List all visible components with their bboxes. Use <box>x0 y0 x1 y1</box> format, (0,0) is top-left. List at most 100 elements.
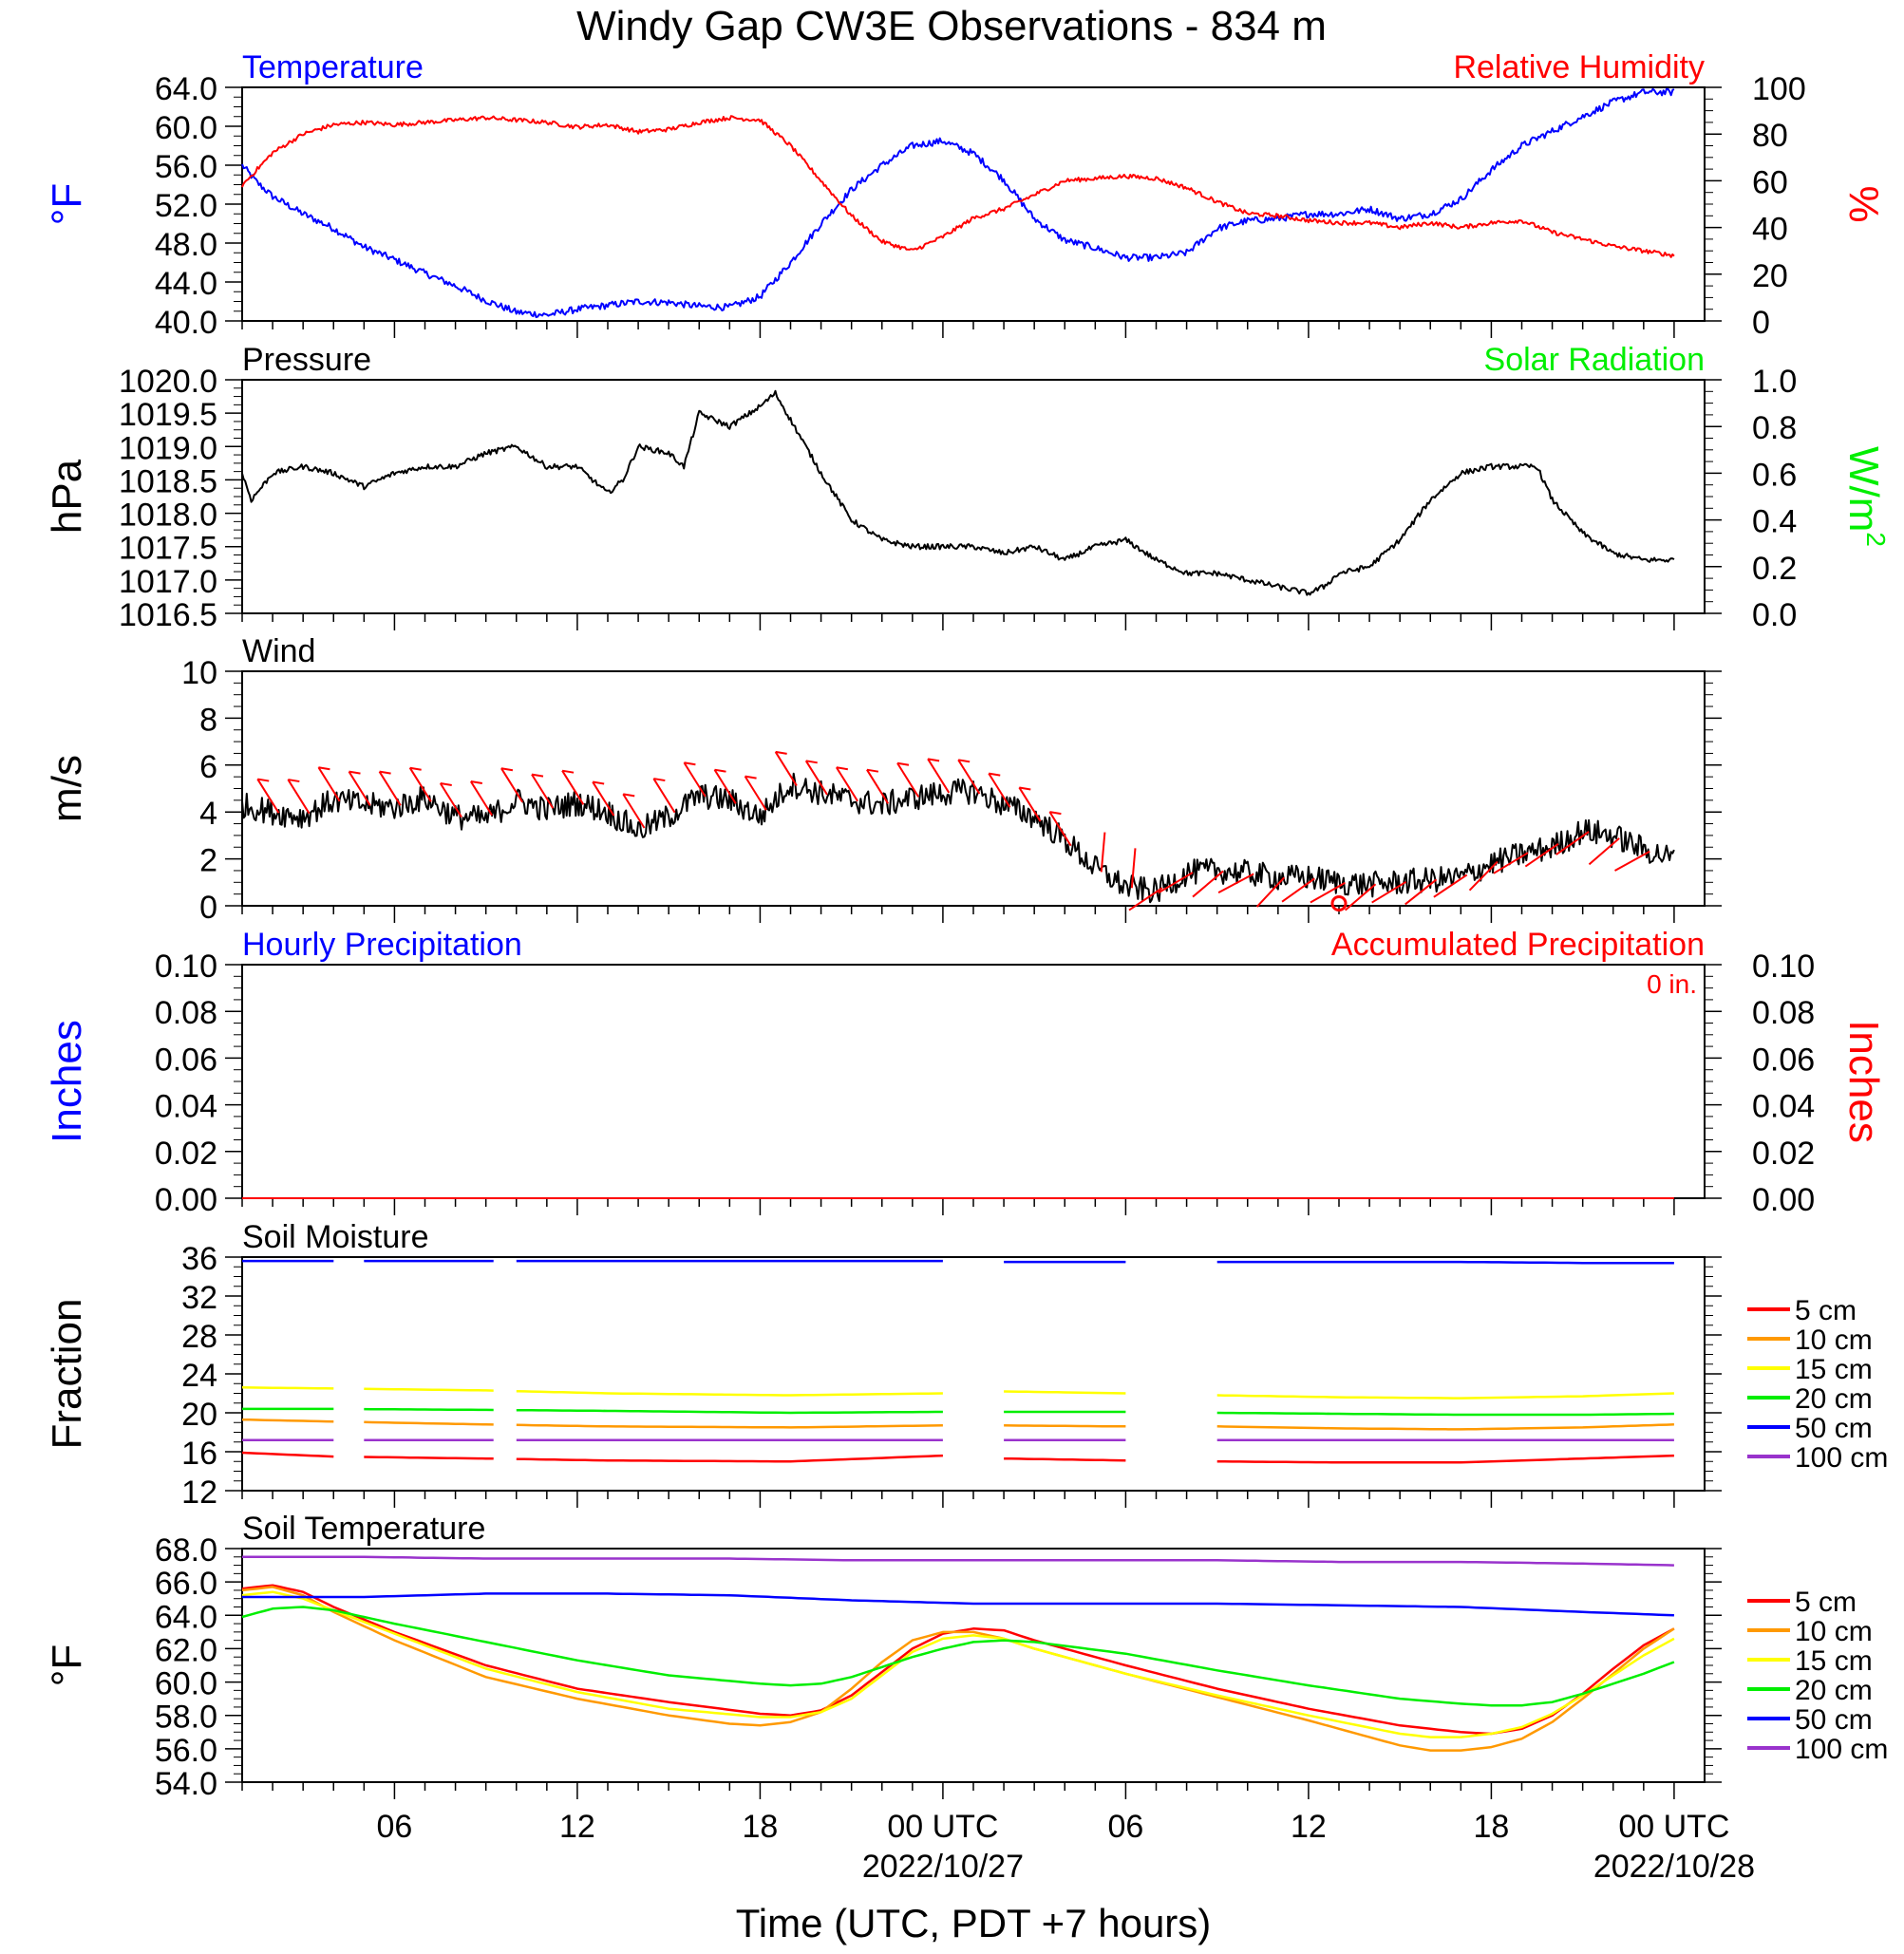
y-axis-label-left: °F <box>44 183 90 225</box>
y-axis-label-right-text: W/m <box>1840 446 1887 532</box>
legend-label: 5 cm <box>1795 1295 1857 1326</box>
wind-barb <box>1018 786 1042 822</box>
wind-barb-flag <box>957 759 971 763</box>
panel-title-right: Solar Radiation <box>1484 342 1705 378</box>
y-tick-label-left: 56.0 <box>155 149 217 185</box>
series-line-temperature <box>241 87 1675 319</box>
wind-barb-flag <box>288 779 300 783</box>
series-line-pressure <box>241 389 1675 596</box>
y-tick-label-right: 40 <box>1752 212 1788 248</box>
y-tick-label-left: 1018.0 <box>119 498 217 534</box>
y-tick-label-left: 1019.5 <box>119 397 217 433</box>
y-tick-label-left: 0.10 <box>155 949 217 985</box>
wind-barb <box>957 759 981 795</box>
y-tick-label-right: 0.0 <box>1752 597 1797 633</box>
panel-4: 0.00 0.02 0.04 0.06 0.08 0.10 0.00 0.02 0.04 0.06… <box>44 927 1887 1218</box>
wind-barb <box>561 770 585 805</box>
y-axis-label-left: Fraction <box>44 1299 90 1450</box>
wind-barb-flag <box>714 768 726 773</box>
wind-barb <box>378 771 402 806</box>
x-tick-label: 18 <box>1474 1809 1510 1845</box>
series-line-5-cm <box>241 1451 1674 1464</box>
y-tick-label-right: 20 <box>1752 258 1788 294</box>
wind-barb <box>927 758 951 794</box>
wind-barb-flag <box>836 766 848 771</box>
wind-barb <box>835 766 858 802</box>
wind-barb-flag <box>684 761 696 766</box>
wind-barb-flag <box>866 768 879 773</box>
y-axis-label-right-superscript: 2 <box>1861 532 1891 547</box>
y-tick-label-left: 48.0 <box>155 227 217 263</box>
y-axis-label-right-text: % <box>1840 185 1887 222</box>
wind-barb <box>713 769 737 804</box>
y-axis-label-right: % <box>1840 185 1887 222</box>
y-tick-label-right: 0.10 <box>1752 949 1815 985</box>
y-axis-label-right: W/m2 <box>1840 446 1891 547</box>
x-tick-label: 12 <box>559 1809 595 1845</box>
series-line-10-cm <box>241 1418 1674 1431</box>
y-tick-label-left: 64.0 <box>155 71 217 107</box>
wind-barb <box>1555 831 1590 855</box>
wind-barb <box>1130 848 1137 889</box>
legend-label: 50 cm <box>1795 1704 1873 1736</box>
wind-barb-flag <box>349 770 361 775</box>
wind-barb <box>531 774 555 809</box>
y-axis-label-right: Inches <box>1840 1020 1887 1143</box>
legend-label: 20 cm <box>1795 1383 1873 1415</box>
panel-title-right: Relative Humidity <box>1453 49 1705 85</box>
y-tick-label-left: 20 <box>181 1397 217 1433</box>
x-tick-date-label: 2022/10/27 <box>862 1849 1024 1885</box>
wind-barb-flag <box>409 766 422 771</box>
y-tick-label-left: 0.00 <box>155 1182 217 1218</box>
y-tick-label-left: 2 <box>199 843 217 879</box>
wind-barb-flag <box>592 780 605 785</box>
y-tick-label-left: 8 <box>199 702 217 738</box>
wind-barb-flag <box>561 769 575 774</box>
wind-barb <box>896 762 920 798</box>
legend-label: 15 cm <box>1795 1645 1873 1677</box>
panel-title-left: Temperature <box>242 49 424 85</box>
y-tick-label-right: 0.04 <box>1752 1089 1815 1125</box>
x-tick-date-label: 2022/10/28 <box>1593 1849 1755 1885</box>
panel-3: 0 2 4 6 8 10 Wind m/s <box>44 633 1722 926</box>
wind-barb <box>1371 880 1407 904</box>
y-tick-label-right: 1.0 <box>1752 364 1797 400</box>
x-axis-label: Time (UTC, PDT +7 hours) <box>736 1901 1212 1945</box>
y-tick-label-left: 62.0 <box>155 1632 217 1668</box>
wind-barb <box>1524 842 1559 868</box>
wind-barb <box>1588 837 1620 866</box>
calm-wind-marker <box>1330 895 1348 912</box>
accumulated-total-label: 0 in. <box>1647 969 1697 999</box>
wind-barb-flag <box>1049 811 1062 816</box>
wind-barb <box>988 773 1011 808</box>
wind-barb <box>1433 874 1468 898</box>
y-tick-label-left: 0.06 <box>155 1042 217 1078</box>
series-line-15-cm <box>241 1590 1675 1738</box>
y-tick-label-left: 12 <box>181 1475 217 1511</box>
y-tick-label-left: 36 <box>181 1241 217 1277</box>
wind-barb <box>348 771 371 806</box>
y-tick-label-left: 1020.0 <box>119 364 217 400</box>
wind-barb-flag <box>500 767 514 772</box>
y-tick-label-left: 28 <box>181 1319 217 1355</box>
y-tick-label-right: 0.00 <box>1752 1182 1815 1218</box>
wind-barb <box>804 760 828 796</box>
wind-barb <box>1192 870 1224 898</box>
y-tick-label-left: 10 <box>181 655 217 691</box>
y-tick-label-right: 0.02 <box>1752 1136 1815 1172</box>
wind-barb <box>1048 811 1072 847</box>
legend-label: 10 cm <box>1795 1616 1873 1647</box>
y-tick-label-left: 58.0 <box>155 1700 217 1736</box>
panels: 40.044.048.052.056.060.064.0020406080100… <box>44 49 1891 1885</box>
y-tick-label-left: 24 <box>181 1358 217 1394</box>
y-tick-label-left: 6 <box>199 749 217 785</box>
legend-label: 5 cm <box>1795 1587 1857 1618</box>
series-line-20-cm <box>241 1606 1675 1707</box>
wind-barb <box>774 751 798 787</box>
y-tick-label-right: 100 <box>1752 71 1806 107</box>
y-tick-label-left: 0.02 <box>155 1136 217 1172</box>
wind-barb-flag <box>896 761 910 766</box>
wind-barb <box>408 767 432 802</box>
